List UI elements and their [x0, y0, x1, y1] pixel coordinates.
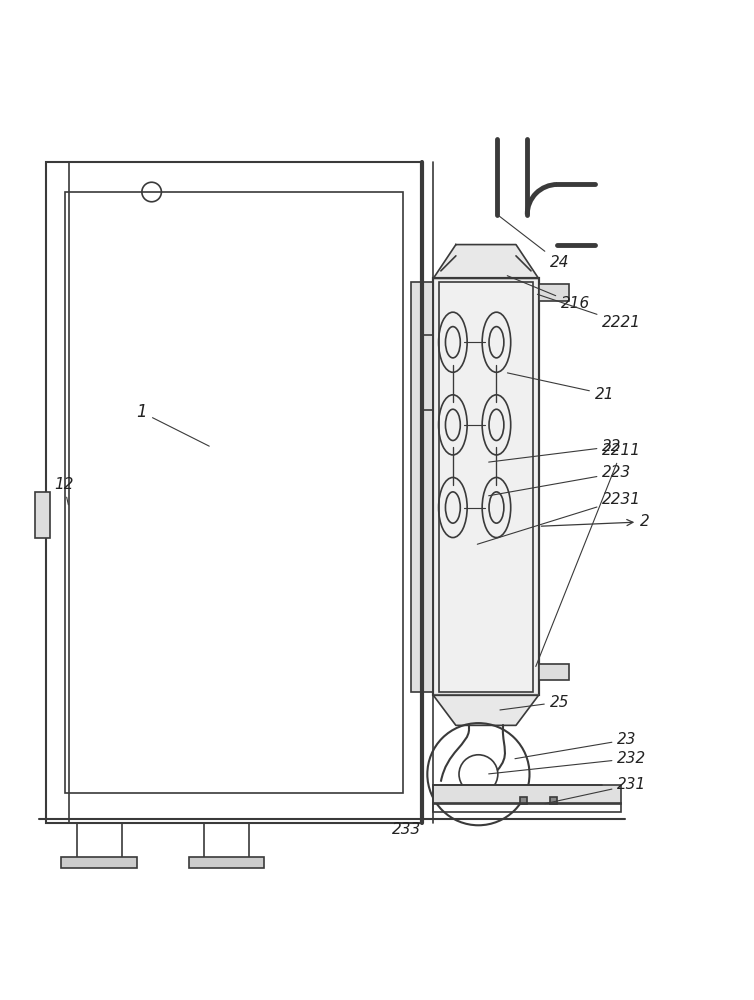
- Bar: [35, 492, 51, 538]
- Text: 23: 23: [515, 732, 637, 759]
- Text: 231: 231: [545, 777, 647, 804]
- Text: 21: 21: [507, 373, 615, 402]
- Bar: [538, 664, 569, 680]
- Polygon shape: [434, 245, 538, 278]
- Text: 216: 216: [507, 276, 590, 311]
- Text: 223: 223: [489, 465, 632, 496]
- Bar: [434, 803, 621, 812]
- Text: 2: 2: [541, 514, 650, 529]
- Bar: [520, 797, 527, 804]
- Bar: [426, 316, 434, 335]
- Text: 24: 24: [499, 216, 569, 270]
- Text: 232: 232: [489, 751, 647, 774]
- Bar: [47, 162, 69, 823]
- Bar: [411, 282, 434, 692]
- Text: 2221: 2221: [538, 294, 642, 330]
- Text: 2231: 2231: [477, 492, 642, 544]
- Text: 1: 1: [136, 403, 210, 446]
- Bar: [434, 785, 621, 804]
- Bar: [434, 278, 538, 695]
- Text: 12: 12: [54, 477, 73, 505]
- Text: 25: 25: [500, 695, 569, 710]
- Bar: [62, 857, 136, 868]
- Bar: [538, 284, 569, 301]
- Bar: [189, 857, 265, 868]
- Text: 22: 22: [489, 439, 622, 462]
- Bar: [204, 823, 250, 861]
- Bar: [434, 278, 538, 695]
- Polygon shape: [434, 695, 538, 725]
- Bar: [440, 282, 532, 692]
- Text: 233: 233: [392, 819, 421, 837]
- Bar: [426, 391, 434, 410]
- Bar: [76, 823, 121, 861]
- Text: 2211: 2211: [536, 443, 642, 666]
- Bar: [66, 192, 403, 793]
- Bar: [47, 162, 422, 823]
- Bar: [550, 797, 557, 804]
